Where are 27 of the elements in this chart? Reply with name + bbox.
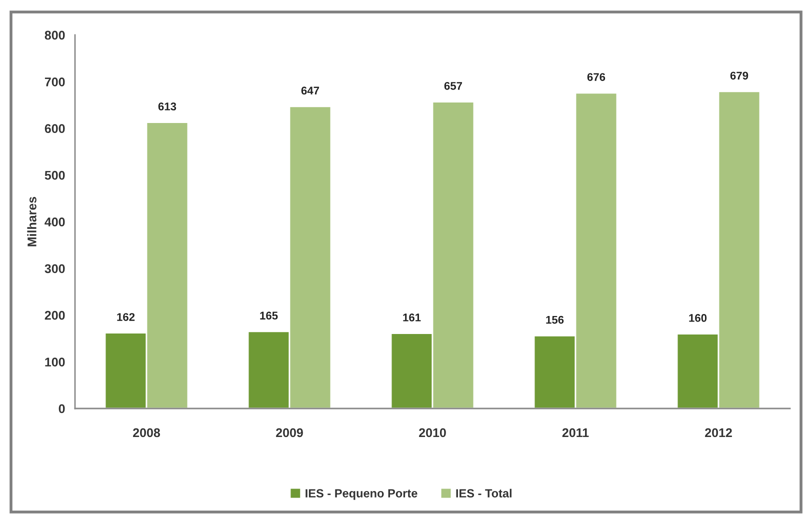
y-axis-title: Milhares — [27, 196, 36, 246]
y-tick-label: 300 — [44, 264, 65, 274]
data-label: 647 — [301, 86, 320, 95]
y-tick-label: 700 — [44, 77, 65, 86]
x-tick-label: 2008 — [133, 428, 160, 438]
y-tick-label: 400 — [44, 218, 65, 226]
data-label: 156 — [546, 316, 564, 324]
y-tick-label: 0 — [58, 404, 65, 414]
data-label: 679 — [730, 72, 748, 80]
x-tick-label: 2012 — [705, 428, 732, 438]
data-label: 676 — [587, 73, 606, 81]
legend-label: IES - Pequeno Porte — [306, 489, 418, 500]
y-tick-label: 500 — [44, 170, 65, 180]
y-tick-label: 800 — [44, 30, 65, 40]
data-label: 613 — [158, 102, 176, 110]
x-tick-label: 2010 — [419, 428, 446, 438]
data-label: 657 — [444, 82, 462, 90]
y-tick-label: 100 — [45, 358, 65, 366]
data-label: 160 — [689, 314, 707, 322]
data-label: 161 — [403, 314, 421, 322]
y-tick-label: 600 — [44, 124, 65, 134]
data-label: 162 — [117, 313, 135, 321]
x-tick-label: 2011 — [562, 428, 589, 438]
data-label: 165 — [260, 312, 278, 320]
x-tick-label: 2009 — [276, 428, 303, 438]
legend-label: IES - Total — [456, 488, 512, 498]
y-tick-label: 200 — [44, 310, 65, 320]
